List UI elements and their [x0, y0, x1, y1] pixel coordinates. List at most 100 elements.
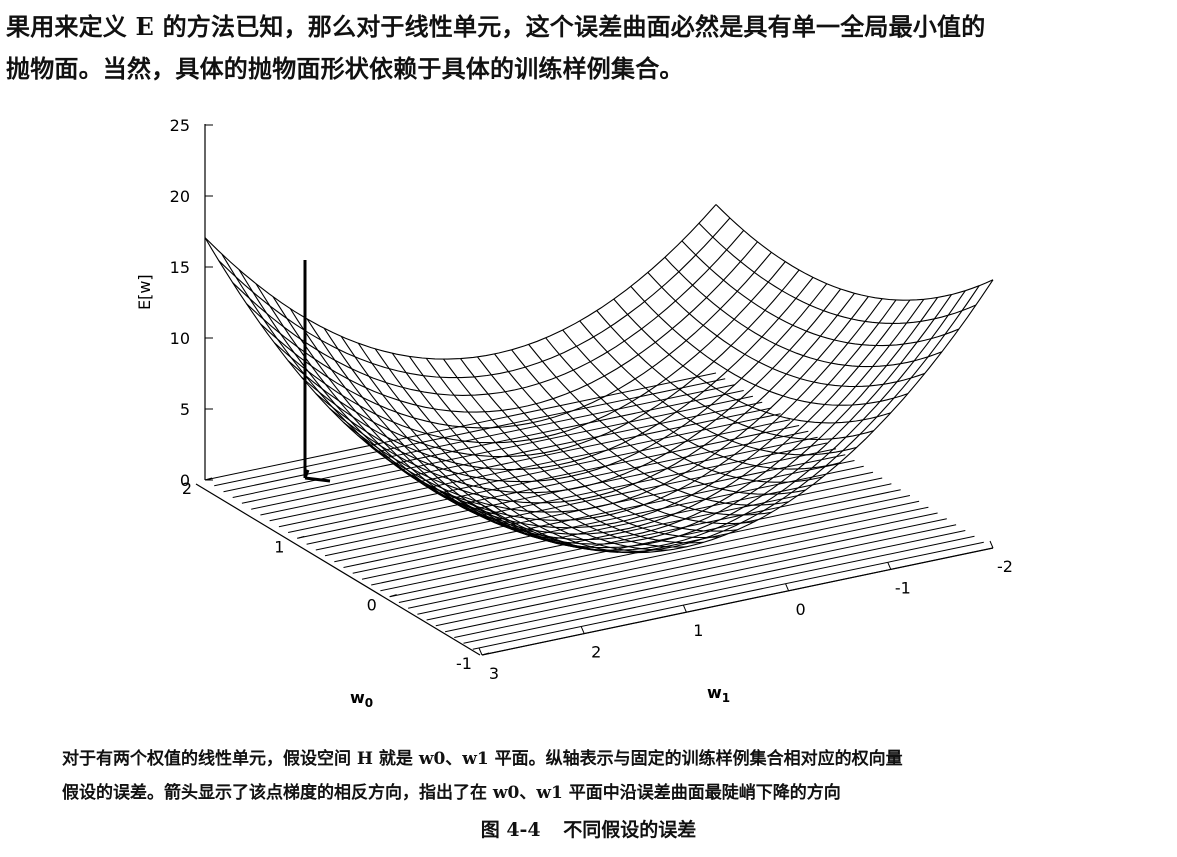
floor-line — [463, 535, 975, 644]
surface-mesh — [204, 204, 994, 554]
floor-line — [315, 442, 827, 551]
tick-mark — [785, 583, 790, 591]
surface-line-w0 — [343, 292, 855, 504]
z-tick-label: 10 — [170, 329, 190, 348]
floor-line — [324, 448, 837, 557]
w1-tick-label: -1 — [895, 578, 911, 597]
surface-line-w1 — [613, 298, 891, 424]
surface-line-w0 — [426, 297, 939, 545]
caption-line-2: 假设的误差。箭头显示了该点梯度的相反方向，指出了在 w0、w1 平面中沿误差曲面… — [62, 783, 841, 803]
figure-title-text: 不同假设的误差 — [563, 819, 697, 841]
surface-line-w1 — [477, 356, 755, 525]
body-line-1: 果用来定义 E 的方法已知，那么对于线性单元，这个误差曲面必然是具有单一全局最小… — [6, 12, 986, 41]
floor-line — [426, 512, 938, 621]
tick-mark — [580, 626, 585, 634]
w1-tick-label: 1 — [693, 621, 703, 640]
tick-mark — [478, 647, 483, 656]
floor-line — [417, 506, 929, 615]
floor-line — [223, 384, 735, 493]
body-line-2: 抛物面。当然，具体的抛物面形状依赖于具体的训练样例集合。 — [6, 54, 684, 83]
floor-line — [269, 413, 781, 522]
w1-axis-label: w1 — [707, 683, 730, 705]
tick-mark — [204, 477, 213, 481]
z-axis-ticks: 0 5 10 15 20 25 — [170, 116, 213, 490]
z-tick-label: 20 — [170, 187, 190, 206]
surface-line-w1 — [323, 327, 602, 552]
surface-line-w1 — [528, 344, 806, 495]
surface-line-w1 — [647, 272, 926, 388]
floor-grid — [204, 372, 994, 656]
surface-line-w1 — [204, 237, 483, 506]
tick-mark — [887, 562, 892, 570]
floor-line — [297, 430, 809, 539]
surface-line-w0 — [246, 241, 758, 413]
w0-axis-line — [195, 483, 481, 656]
floor-line — [444, 524, 957, 633]
surface-line-w1 — [579, 320, 857, 456]
w1-tick-label: 0 — [796, 600, 806, 619]
surface-line-w1 — [340, 336, 619, 553]
surface-line-w1 — [460, 358, 738, 532]
surface-line-w0 — [384, 299, 897, 529]
surface-line-w1 — [630, 286, 908, 406]
surface-line-w1 — [664, 256, 943, 368]
surface-line-w1 — [681, 240, 960, 347]
surface-line-w0 — [412, 298, 925, 541]
floor-line — [278, 419, 791, 528]
floor-line — [287, 425, 800, 533]
surface-line-w1 — [494, 353, 772, 516]
surface-line-w1 — [443, 358, 721, 539]
floor-line — [454, 530, 966, 638]
figure-number: 图 4-4 — [480, 819, 541, 841]
w0-tick-label: -1 — [456, 654, 472, 673]
floor-line — [380, 483, 892, 592]
floor-line — [472, 541, 984, 650]
z-tick-label: 25 — [170, 116, 190, 135]
caption-line-1: 对于有两个权值的线性单元，假设空间 H 就是 w0、w1 平面。纵轴表示与固定的… — [62, 749, 903, 769]
surface-line-w1 — [306, 318, 585, 549]
w1-axis-ticks: 3 2 1 0 -1 -2 — [478, 540, 1013, 683]
figure-title: 图 4-4 不同假设的误差 — [0, 815, 1177, 842]
surface-line-w1 — [698, 222, 977, 324]
w0-tick-label: 0 — [367, 596, 377, 615]
surface-line-w0 — [301, 277, 814, 471]
surface-line-w1 — [374, 348, 653, 553]
surface-line-w1 — [289, 308, 568, 545]
gradient-arrow — [303, 260, 331, 483]
body-paragraph: 果用来定义 E 的方法已知，那么对于线性单元，这个误差曲面必然是具有单一全局最小… — [6, 6, 1172, 90]
tick-mark — [297, 535, 305, 539]
surface-line-w1 — [391, 352, 670, 551]
surface-line-w0 — [260, 251, 772, 429]
floor-line — [260, 407, 772, 516]
w1-tick-label: -2 — [997, 557, 1013, 576]
w1-axis-line — [481, 547, 994, 656]
floor-line — [361, 471, 874, 580]
floor-line — [251, 401, 763, 510]
floor-line — [435, 518, 947, 627]
surface-line-w1 — [511, 349, 789, 506]
floor-line — [241, 395, 754, 504]
z-tick-label: 0 — [180, 471, 190, 490]
w0-axis-label: w0 — [350, 688, 373, 710]
floor-line — [407, 500, 920, 609]
w1-tick-label: 3 — [489, 664, 499, 683]
figure-caption: 对于有两个权值的线性单元，假设空间 H 就是 w0、w1 平面。纵轴表示与固定的… — [62, 742, 1162, 810]
surface-line-w1 — [562, 329, 840, 470]
z-tick-label: 15 — [170, 258, 190, 277]
z-axis-label: E[w] — [135, 274, 154, 310]
tick-mark — [389, 594, 397, 598]
z-tick-label: 5 — [180, 400, 190, 419]
w0-tick-label: 2 — [182, 479, 192, 498]
error-surface-figure: 0 5 10 15 20 25 2 1 0 -1 3 2 1 0 -1 -2 E[w] w0 w1 — [0, 100, 1177, 724]
surface-line-w1 — [715, 204, 994, 301]
w1-tick-label: 2 — [591, 643, 601, 662]
floor-line — [343, 460, 855, 568]
w0-axis-ticks: 2 1 0 -1 — [182, 477, 490, 673]
floor-line — [389, 489, 901, 598]
floor-line — [398, 495, 911, 603]
surface-line-w1 — [425, 358, 704, 544]
tick-mark — [682, 605, 687, 613]
surface-line-w1 — [357, 342, 636, 554]
tick-mark — [989, 540, 994, 549]
